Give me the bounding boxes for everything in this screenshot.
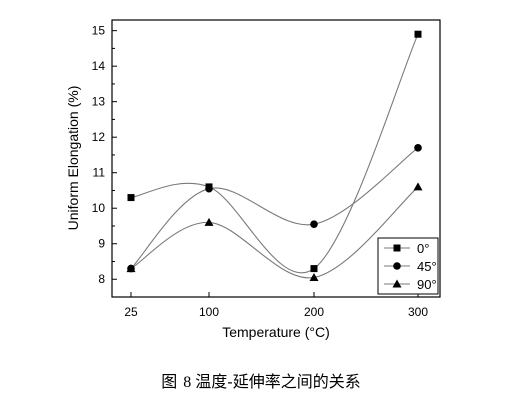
y-tick-label: 13 xyxy=(92,95,106,109)
caption-prefix: 图 xyxy=(161,372,178,391)
data-point-triangle xyxy=(413,182,423,191)
x-tick-label: 100 xyxy=(199,305,219,319)
legend: 0° 45° 90° xyxy=(377,237,439,295)
y-tick-label: 10 xyxy=(92,201,106,215)
legend-marker xyxy=(393,244,401,252)
y-tick-label: 11 xyxy=(93,166,106,180)
data-point-triangle xyxy=(309,272,319,281)
y-tick-label: 12 xyxy=(92,130,106,144)
legend-marker xyxy=(392,279,402,288)
y-tick-label: 14 xyxy=(92,59,106,73)
data-point-square xyxy=(310,265,318,273)
data-point-circle xyxy=(310,220,318,228)
x-axis-label: Temperature (°C) xyxy=(222,324,330,340)
legend-label: 45° xyxy=(417,259,437,274)
y-axis: 8 9 10 11 12 13 14 15 xyxy=(92,24,117,286)
data-point-circle xyxy=(205,184,213,193)
legend-marker xyxy=(393,262,401,270)
x-tick-label: 200 xyxy=(304,305,324,319)
data-point-square xyxy=(414,30,422,38)
legend-label: 0° xyxy=(417,241,429,256)
legend-label: 90° xyxy=(417,277,437,292)
series-line xyxy=(130,147,419,269)
caption-text: 温度-延伸率之间的关系 xyxy=(195,372,361,391)
series-markers xyxy=(126,30,423,281)
series-line xyxy=(130,186,419,279)
y-tick-label: 8 xyxy=(98,272,105,286)
x-tick-label: 300 xyxy=(408,305,428,319)
data-point-triangle xyxy=(126,264,136,273)
y-axis-label: Uniform Elongation (%) xyxy=(65,86,81,231)
x-axis: 25 100 200 300 xyxy=(124,292,428,319)
y-tick-label: 9 xyxy=(98,237,105,251)
data-point-circle xyxy=(414,144,422,152)
data-point-triangle xyxy=(204,217,214,226)
data-point-square xyxy=(127,194,135,202)
series-line xyxy=(130,33,419,274)
series-lines xyxy=(130,33,419,279)
caption-number: 8 xyxy=(183,374,192,391)
plot-frame xyxy=(111,19,441,298)
x-tick-label: 25 xyxy=(124,305,138,319)
figure-caption: 图 8 温度-延伸率之间的关系 xyxy=(0,368,522,392)
y-tick-label: 15 xyxy=(92,24,106,38)
